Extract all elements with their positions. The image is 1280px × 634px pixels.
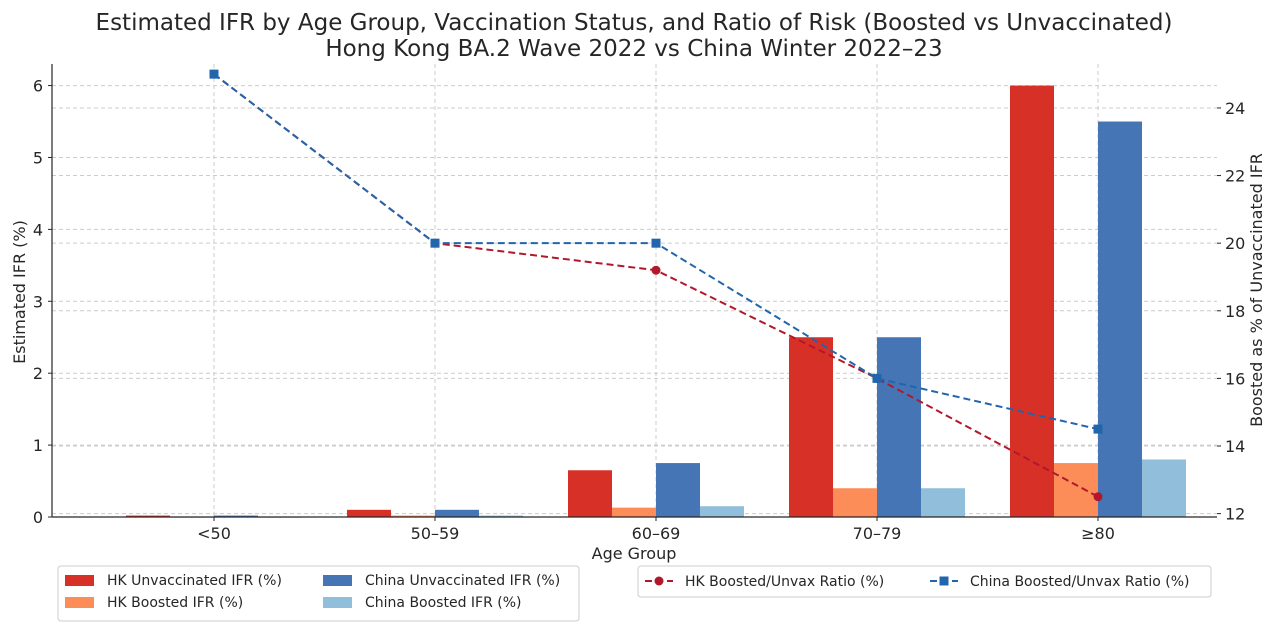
ratio-point <box>872 373 882 383</box>
ratio-lines <box>209 69 1103 502</box>
y-tick-label: 4 <box>33 220 43 239</box>
legend-label: China Boosted IFR (%) <box>365 595 522 611</box>
bar <box>435 509 479 517</box>
legend-label: China Boosted/Unvax Ratio (%) <box>970 574 1190 590</box>
legend-label: HK Boosted/Unvax Ratio (%) <box>685 574 884 590</box>
bar <box>789 337 833 517</box>
bar <box>656 463 700 517</box>
y-tick-label: 3 <box>33 292 43 311</box>
legend-bars: HK Unvaccinated IFR (%) HK Boosted IFR (%… <box>57 565 580 622</box>
x-tick-label: 60–69 <box>632 524 681 543</box>
y2-tick-label: 14 <box>1225 437 1245 456</box>
bars <box>126 85 1186 518</box>
ratio-point <box>430 238 440 248</box>
bar <box>568 470 612 517</box>
legend-lines: HK Boosted/Unvax Ratio (%) China Boosted/… <box>637 565 1212 598</box>
y2-tick-label: 22 <box>1225 167 1245 186</box>
legend-swatch <box>65 575 94 586</box>
chart-title-line1: Estimated IFR by Age Group, Vaccination … <box>96 10 1173 36</box>
chart-title-line2: Hong Kong BA.2 Wave 2022 vs China Winter… <box>325 36 942 62</box>
legend-swatch <box>323 597 352 608</box>
x-axis-label: Age Group <box>592 544 677 563</box>
ratio-point <box>1093 424 1103 434</box>
ratio-point <box>651 265 661 275</box>
bar <box>1010 85 1054 518</box>
x-tick-label: ≥80 <box>1081 524 1115 543</box>
ratio-point <box>1093 492 1103 502</box>
legend-label: HK Boosted IFR (%) <box>107 595 243 611</box>
ratio-point <box>209 69 219 79</box>
x-tick-label: 70–79 <box>853 524 902 543</box>
legend-marker <box>939 576 949 586</box>
y-axis-label: Estimated IFR (%) <box>10 220 29 364</box>
bar <box>1098 121 1142 518</box>
bar <box>126 515 170 517</box>
ratio-point <box>651 238 661 248</box>
y-tick-label: 2 <box>33 364 43 383</box>
x-tick-label: <50 <box>197 524 231 543</box>
bar <box>1142 459 1186 517</box>
y2-axis-label: Boosted as % of Unvaccinated IFR <box>1247 153 1266 427</box>
legend-label: China Unvaccinated IFR (%) <box>365 573 560 589</box>
legend-marker <box>654 576 664 586</box>
bar <box>479 515 523 517</box>
axes <box>51 64 1217 518</box>
y-tick-label: 0 <box>33 508 43 527</box>
bar <box>877 337 921 517</box>
bar <box>347 509 391 517</box>
y-tick-label: 5 <box>33 148 43 167</box>
y2-tick-label: 20 <box>1225 234 1245 253</box>
y-tick-label: 6 <box>33 77 43 96</box>
legend-swatch <box>323 575 352 586</box>
x-tick-label: 50–59 <box>411 524 460 543</box>
y2-tick-label: 18 <box>1225 302 1245 321</box>
y2-tick-label: 16 <box>1225 369 1245 388</box>
bar <box>833 488 877 517</box>
bar <box>612 507 656 517</box>
bar <box>700 506 744 517</box>
y-tick-label: 1 <box>33 436 43 455</box>
bar <box>1054 463 1098 517</box>
bar <box>391 515 435 517</box>
y2-tick-label: 12 <box>1225 505 1245 524</box>
bar <box>921 488 965 517</box>
bar <box>214 515 258 517</box>
legend-label: HK Unvaccinated IFR (%) <box>107 573 282 589</box>
y2-tick-label: 24 <box>1225 99 1245 118</box>
legend-swatch <box>65 597 94 608</box>
